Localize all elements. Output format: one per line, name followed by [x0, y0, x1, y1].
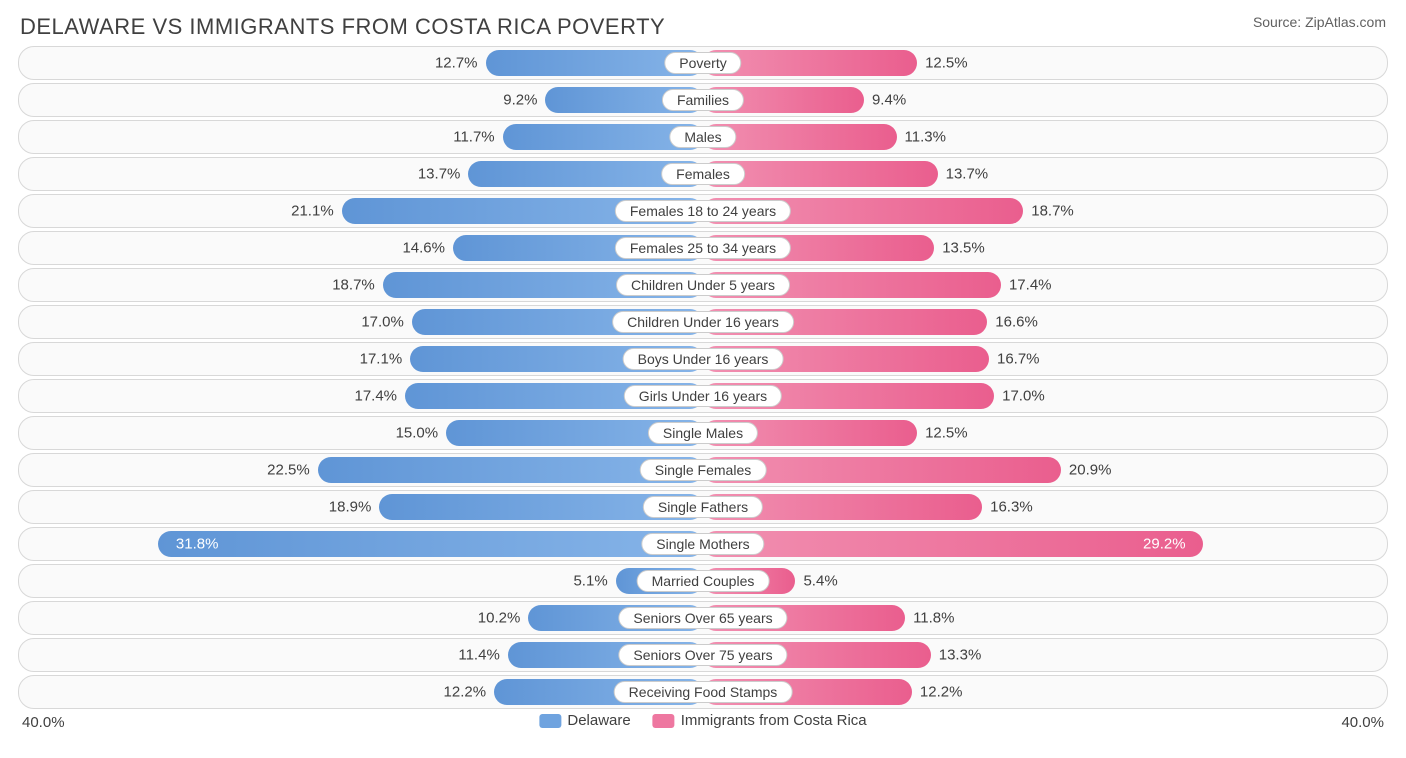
value-right: 5.4%	[803, 573, 837, 590]
value-right: 12.2%	[920, 684, 963, 701]
value-left: 9.2%	[503, 92, 537, 109]
category-label: Females 18 to 24 years	[615, 200, 791, 222]
value-left: 21.1%	[291, 203, 334, 220]
value-right: 16.3%	[990, 499, 1033, 516]
category-label: Children Under 5 years	[616, 274, 790, 296]
category-label: Single Mothers	[641, 533, 764, 555]
legend-item: Delaware	[539, 712, 630, 729]
chart-body: 12.7%12.5%Poverty9.2%9.4%Families11.7%11…	[0, 46, 1406, 736]
value-left: 10.2%	[478, 610, 521, 627]
value-right: 13.3%	[939, 647, 982, 664]
axis-row: 40.0% 40.0% Delaware Immigrants from Costa …	[18, 712, 1388, 736]
category-label: Seniors Over 65 years	[618, 607, 787, 629]
value-left: 18.7%	[332, 277, 375, 294]
category-label: Married Couples	[637, 570, 770, 592]
category-label: Females 25 to 34 years	[615, 237, 791, 259]
chart-row: 17.1% 16.7% Boys Under 16 years	[18, 342, 1388, 376]
value-left: 13.7%	[418, 166, 461, 183]
value-left: 12.7%	[435, 55, 478, 72]
value-right: 11.3%	[905, 129, 946, 146]
value-left: 17.0%	[361, 314, 404, 331]
category-label: Single Fathers	[643, 496, 763, 518]
chart-row: 13.7% 13.7% Females	[18, 157, 1388, 191]
chart-row: 17.0% 16.6% Children Under 16 years	[18, 305, 1388, 339]
chart-row: 12.2% 12.2% Receiving Food Stamps	[18, 675, 1388, 709]
chart-row: 18.7% 17.4% Children Under 5 years	[18, 268, 1388, 302]
bar-left	[158, 531, 703, 557]
value-right: 12.5%	[925, 425, 968, 442]
chart-header: DELAWARE VS IMMIGRANTS FROM COSTA RICA P…	[0, 0, 1406, 46]
bar-right	[703, 531, 1203, 557]
chart-row: 12.7% 12.5% Poverty	[18, 46, 1388, 80]
value-left: 22.5%	[267, 462, 310, 479]
category-label: Boys Under 16 years	[623, 348, 784, 370]
category-label: Males	[669, 126, 736, 148]
chart-row: 9.2% 9.4% Families	[18, 83, 1388, 117]
chart-row: 15.0% 12.5% Single Males	[18, 416, 1388, 450]
category-label: Females	[661, 163, 745, 185]
chart-row: 10.2% 11.8% Seniors Over 65 years	[18, 601, 1388, 635]
value-right: 18.7%	[1031, 203, 1074, 220]
value-right: 12.5%	[925, 55, 968, 72]
value-left: 17.4%	[354, 388, 397, 405]
value-right: 9.4%	[872, 92, 906, 109]
category-label: Single Females	[640, 459, 767, 481]
category-label: Single Males	[648, 422, 758, 444]
category-label: Receiving Food Stamps	[614, 681, 793, 703]
chart-row: 31.8% 29.2% Single Mothers	[18, 527, 1388, 561]
value-left: 11.4%	[458, 647, 499, 664]
value-right: 16.7%	[997, 351, 1040, 368]
chart-row: 11.7% 11.3% Males	[18, 120, 1388, 154]
chart-row: 22.5% 20.9% Single Females	[18, 453, 1388, 487]
chart-row: 21.1% 18.7% Females 18 to 24 years	[18, 194, 1388, 228]
legend-item: Immigrants from Costa Rica	[653, 712, 867, 729]
legend-text: Delaware	[567, 712, 630, 729]
value-left: 14.6%	[402, 240, 445, 257]
value-right: 16.6%	[995, 314, 1038, 331]
value-left: 17.1%	[360, 351, 403, 368]
legend-text: Immigrants from Costa Rica	[681, 712, 867, 729]
chart-title: DELAWARE VS IMMIGRANTS FROM COSTA RICA P…	[20, 14, 665, 40]
value-left: 31.8%	[176, 536, 219, 553]
chart-row: 5.1% 5.4% Married Couples	[18, 564, 1388, 598]
axis-label-right: 40.0%	[1341, 714, 1384, 731]
value-left: 18.9%	[329, 499, 372, 516]
value-right: 29.2%	[1143, 536, 1186, 553]
value-right: 13.5%	[942, 240, 985, 257]
value-left: 12.2%	[444, 684, 487, 701]
category-label: Poverty	[664, 52, 741, 74]
value-left: 15.0%	[396, 425, 439, 442]
value-right: 20.9%	[1069, 462, 1112, 479]
legend: Delaware Immigrants from Costa Rica	[539, 712, 866, 729]
category-label: Girls Under 16 years	[624, 385, 782, 407]
legend-swatch	[653, 714, 675, 728]
legend-swatch	[539, 714, 561, 728]
axis-label-left: 40.0%	[22, 714, 65, 731]
value-right: 11.8%	[913, 610, 954, 627]
category-label: Seniors Over 75 years	[618, 644, 787, 666]
chart-row: 18.9% 16.3% Single Fathers	[18, 490, 1388, 524]
chart-row: 17.4% 17.0% Girls Under 16 years	[18, 379, 1388, 413]
value-left: 5.1%	[573, 573, 607, 590]
chart-row: 11.4% 13.3% Seniors Over 75 years	[18, 638, 1388, 672]
value-right: 17.4%	[1009, 277, 1052, 294]
category-label: Families	[662, 89, 744, 111]
category-label: Children Under 16 years	[612, 311, 794, 333]
value-right: 13.7%	[946, 166, 989, 183]
chart-row: 14.6% 13.5% Females 25 to 34 years	[18, 231, 1388, 265]
value-left: 11.7%	[453, 129, 494, 146]
chart-source: Source: ZipAtlas.com	[1253, 14, 1386, 30]
value-right: 17.0%	[1002, 388, 1045, 405]
